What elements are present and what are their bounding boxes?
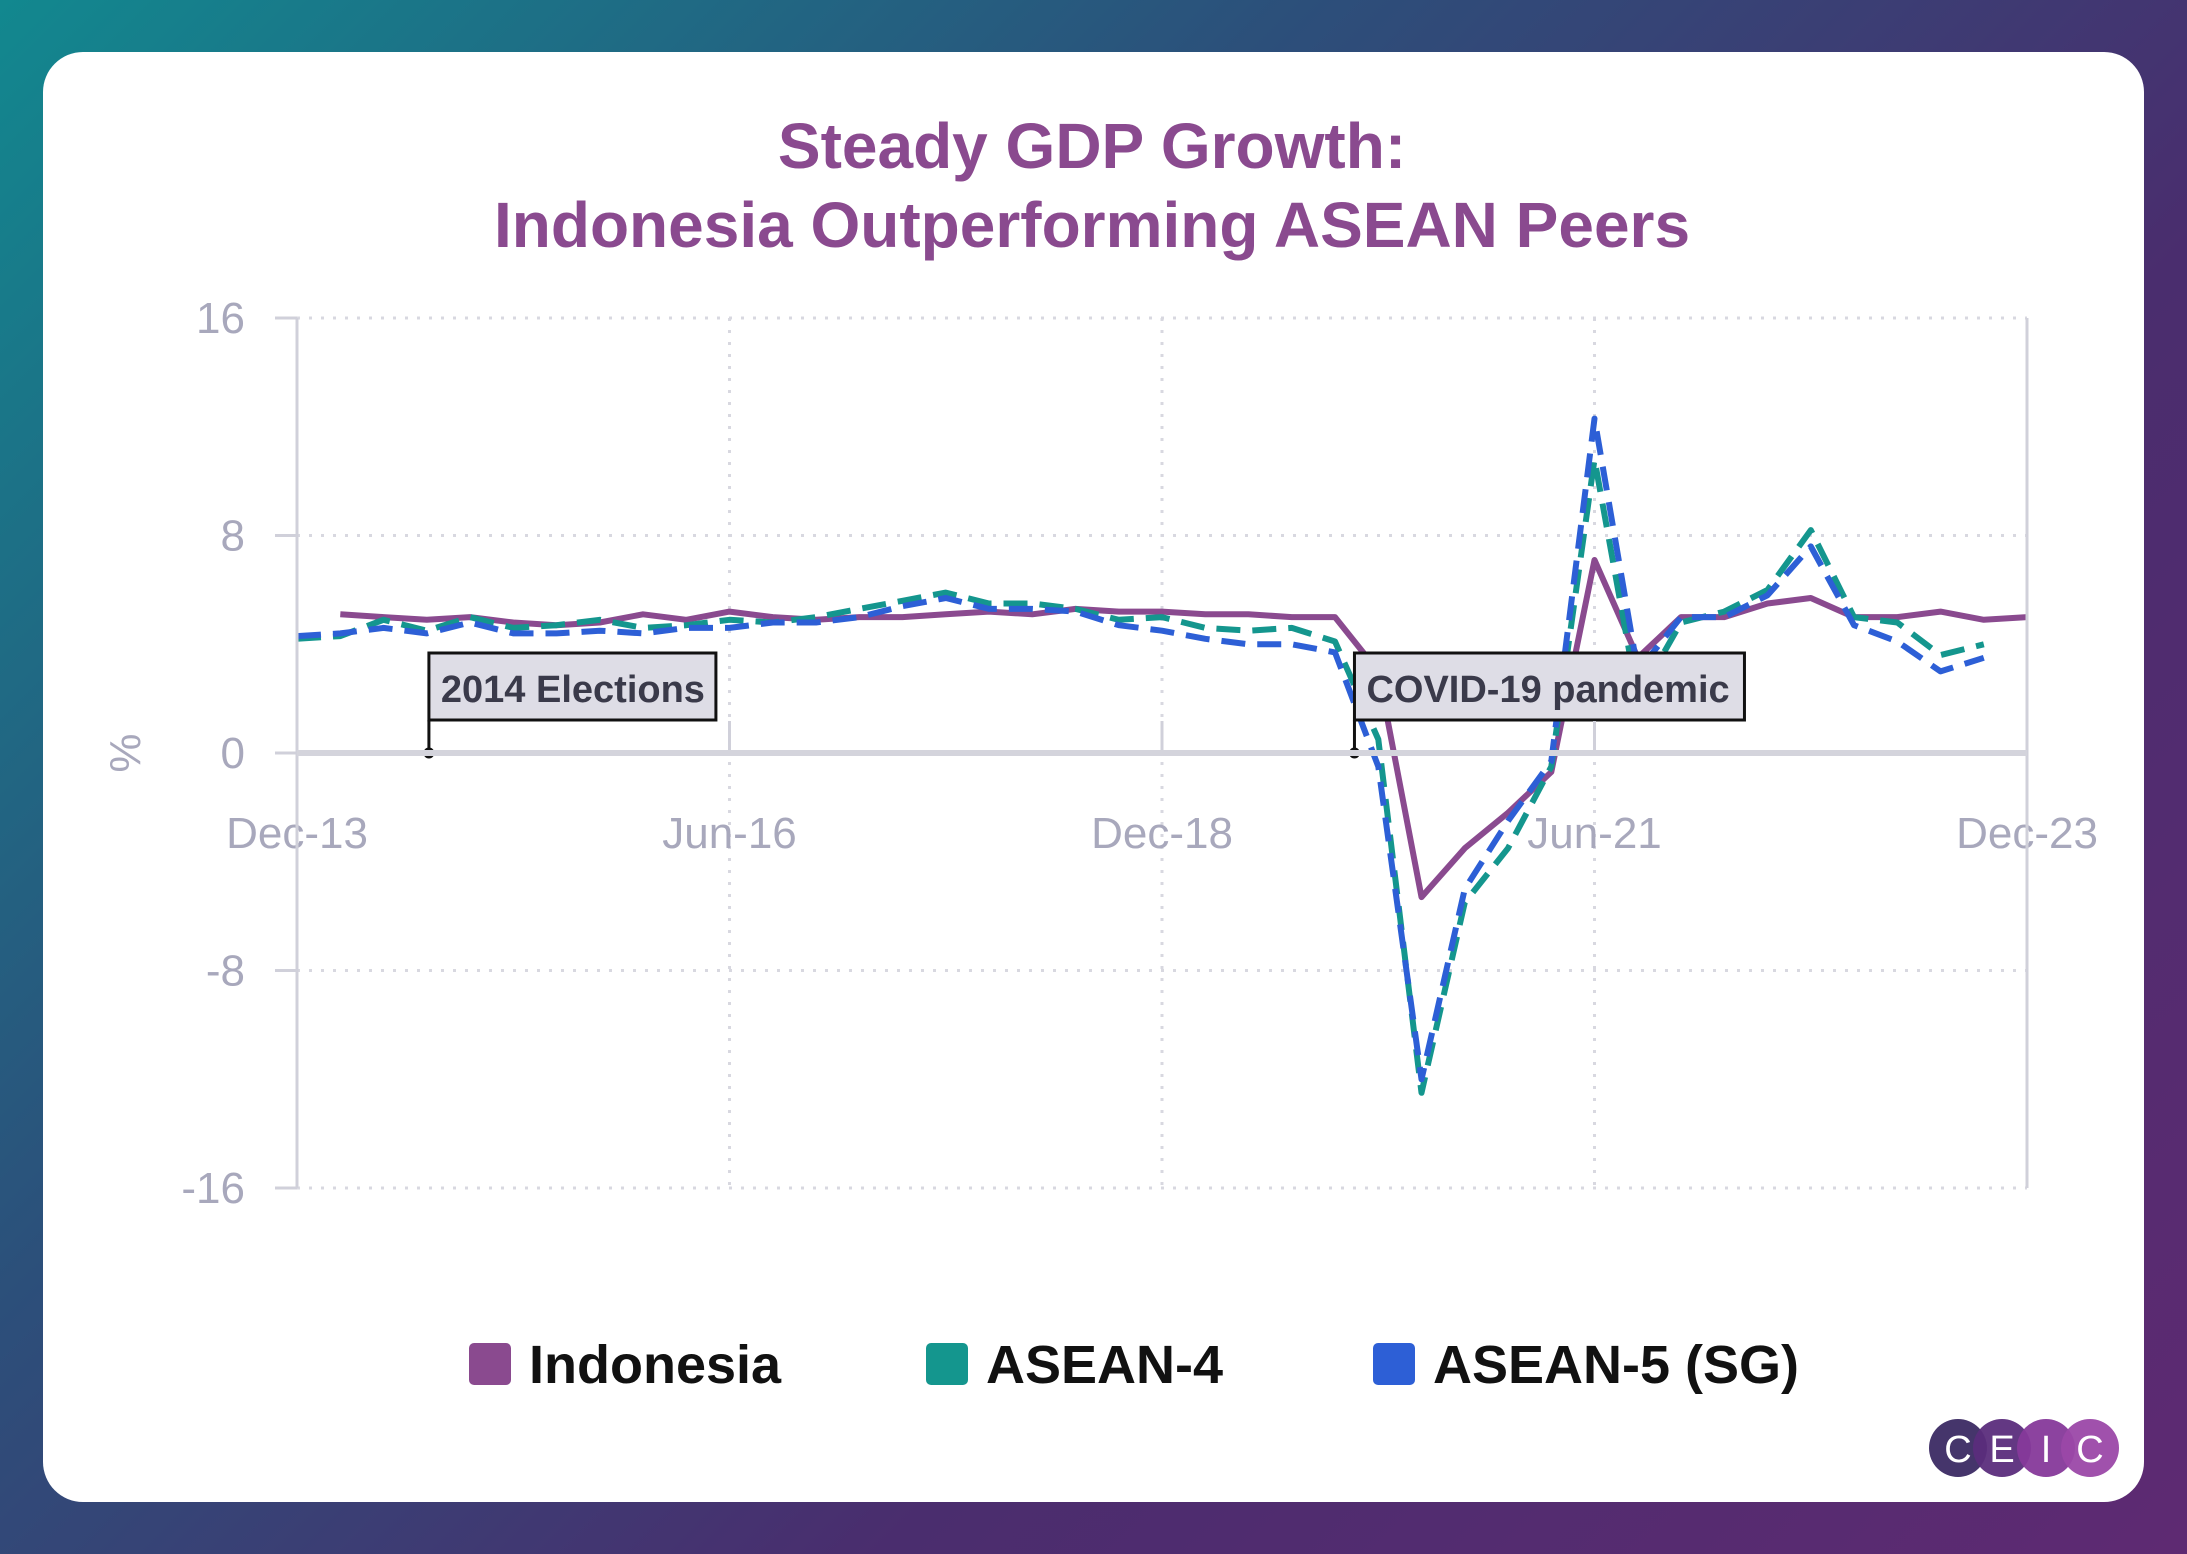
logo-letter: I xyxy=(2041,1429,2052,1471)
legend-swatch xyxy=(1373,1343,1415,1385)
x-tick-label: Jun-21 xyxy=(1527,809,1662,858)
logo-letter: C xyxy=(2076,1429,2103,1471)
x-tick-label: Dec-18 xyxy=(1091,809,1233,858)
annotation: COVID-19 pandemic xyxy=(1348,651,1746,759)
logo-circle xyxy=(1929,1419,1987,1477)
annotation-label: 2014 Elections xyxy=(441,669,705,711)
legend-label: Indonesia xyxy=(529,1335,782,1395)
legend-item: ASEAN-5 (SG) xyxy=(1373,1335,1799,1395)
logo-circle xyxy=(2017,1419,2075,1477)
series-line-asean-4 xyxy=(296,456,1985,1096)
legend-swatch xyxy=(469,1343,511,1385)
y-tick-label: 0 xyxy=(221,729,245,778)
logo-letter: E xyxy=(1989,1429,2014,1471)
legend-item: ASEAN-4 xyxy=(926,1335,1223,1395)
annotation-box xyxy=(1352,651,1746,722)
y-axis-label: % xyxy=(101,733,150,772)
y-tick-label: -16 xyxy=(181,1164,245,1213)
legend-item: Indonesia xyxy=(469,1335,782,1395)
series-line-indonesia xyxy=(340,557,2028,901)
legend-label: ASEAN-4 xyxy=(986,1335,1223,1395)
legend-label: ASEAN-5 (SG) xyxy=(1433,1335,1799,1395)
logo-circle xyxy=(2061,1419,2119,1477)
annotation: 2014 Elections xyxy=(423,651,718,759)
logo-circle xyxy=(1973,1419,2031,1477)
x-tick-label: Jun-16 xyxy=(662,809,797,858)
legend-swatch xyxy=(926,1343,968,1385)
chart-title-line-1: Steady GDP Growth: xyxy=(778,110,1406,182)
series-line-asean-5-sg- xyxy=(296,415,1985,1083)
y-tick-label: -8 xyxy=(206,947,245,996)
y-tick-label: 16 xyxy=(196,294,245,343)
annotation-box xyxy=(427,651,718,722)
chart-title-line-2: Indonesia Outperforming ASEAN Peers xyxy=(494,189,1690,261)
chart-card xyxy=(43,52,2144,1502)
annotation-label: COVID-19 pandemic xyxy=(1366,669,1729,711)
y-tick-label: 8 xyxy=(221,512,245,561)
logo-letter: C xyxy=(1944,1429,1971,1471)
